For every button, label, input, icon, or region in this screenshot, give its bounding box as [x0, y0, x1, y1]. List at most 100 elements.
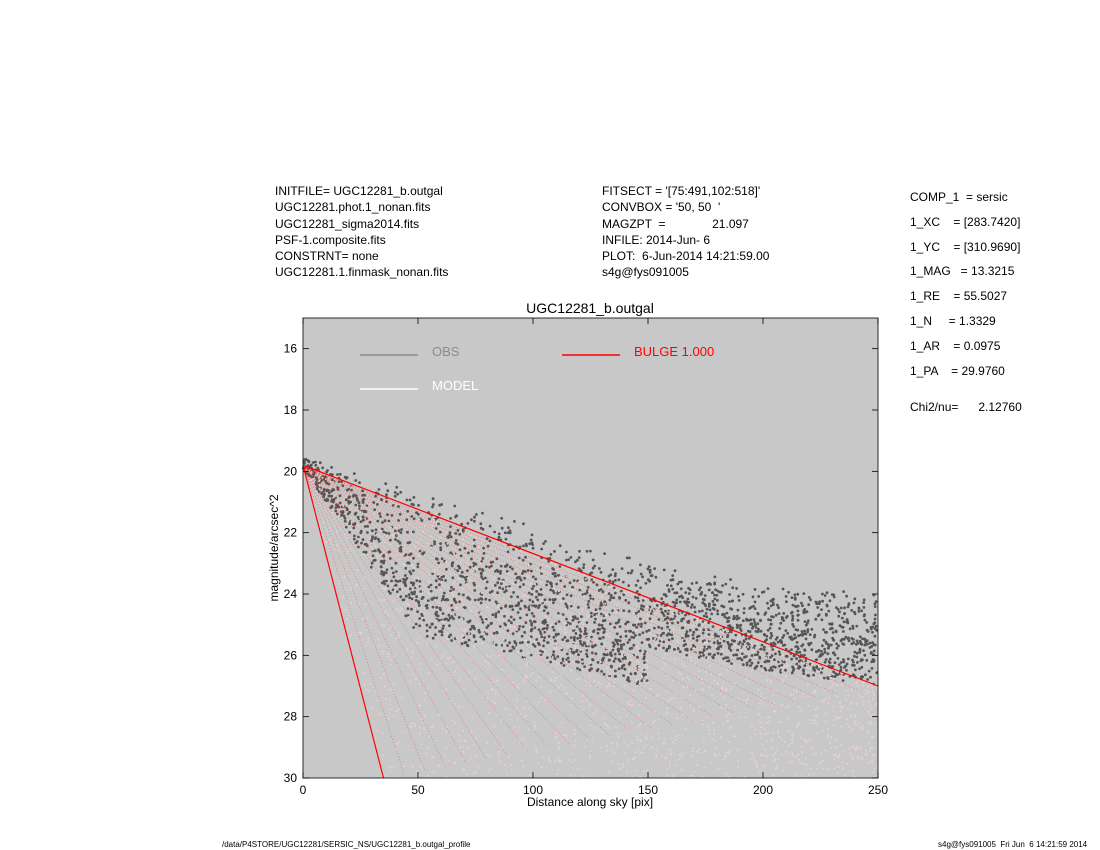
- obs-point: [434, 527, 438, 530]
- obs-point: [806, 628, 810, 631]
- obs-point: [600, 670, 603, 673]
- param-line-7: 1_PA = 29.9760: [910, 363, 1005, 378]
- obs-point: [748, 607, 752, 610]
- obs-point: [728, 600, 731, 603]
- obs-point: [616, 642, 620, 646]
- obs-point: [379, 515, 382, 518]
- bulge-track: [302, 465, 570, 744]
- model-point: [392, 600, 395, 603]
- obs-point: [499, 572, 502, 575]
- model-point: [816, 707, 819, 710]
- obs-point: [795, 641, 799, 644]
- model-point: [807, 695, 810, 698]
- model-point: [538, 634, 541, 637]
- model-point: [538, 608, 541, 611]
- model-point: [559, 674, 562, 677]
- model-point: [763, 764, 766, 767]
- obs-point: [529, 538, 533, 542]
- obs-point: [671, 600, 675, 604]
- obs-point: [408, 553, 411, 557]
- model-point: [377, 638, 380, 640]
- model-point: [783, 665, 786, 667]
- obs-point: [381, 521, 384, 524]
- obs-point: [662, 568, 666, 572]
- obs-point: [377, 548, 380, 552]
- model-point: [427, 592, 430, 595]
- obs-point: [514, 641, 518, 645]
- obs-point: [473, 627, 476, 631]
- obs-point: [825, 591, 829, 595]
- model-point: [811, 663, 814, 666]
- model-point: [743, 775, 746, 778]
- model-point: [550, 624, 553, 627]
- obs-point: [699, 586, 702, 589]
- obs-point: [851, 658, 854, 662]
- obs-point: [462, 593, 465, 597]
- model-point: [681, 638, 684, 641]
- model-point: [720, 735, 723, 738]
- obs-point: [872, 649, 876, 653]
- model-point: [485, 753, 488, 756]
- model-point: [523, 657, 526, 660]
- obs-point: [618, 652, 621, 656]
- model-point: [488, 655, 491, 658]
- model-point: [532, 671, 535, 674]
- obs-point: [855, 655, 859, 659]
- obs-point: [783, 660, 786, 664]
- model-point: [458, 577, 461, 580]
- model-point: [855, 749, 858, 752]
- obs-point: [404, 584, 408, 588]
- obs-point: [724, 656, 728, 660]
- model-point: [608, 673, 611, 676]
- model-point: [342, 595, 345, 598]
- model-point: [854, 715, 857, 718]
- obs-point: [508, 565, 512, 569]
- model-point: [450, 591, 453, 594]
- model-point: [774, 758, 777, 761]
- legend-label: BULGE 1.000: [634, 344, 714, 359]
- obs-point: [780, 616, 784, 619]
- obs-point: [506, 629, 510, 633]
- model-point: [851, 755, 854, 757]
- obs-point: [585, 655, 589, 658]
- model-point: [654, 710, 657, 713]
- obs-point: [594, 643, 597, 647]
- model-point: [345, 496, 348, 499]
- obs-point: [629, 672, 633, 676]
- model-point: [562, 668, 565, 670]
- obs-point: [571, 618, 575, 622]
- model-point: [475, 585, 478, 588]
- model-point: [812, 772, 815, 775]
- obs-point: [769, 636, 772, 640]
- model-point: [689, 718, 692, 721]
- model-point: [764, 732, 767, 735]
- obs-point: [632, 631, 635, 635]
- model-point: [613, 685, 616, 688]
- model-point: [642, 746, 645, 749]
- model-point: [679, 611, 682, 614]
- obs-point: [828, 599, 832, 603]
- model-point: [665, 756, 668, 759]
- model-point: [331, 511, 334, 514]
- model-point: [465, 627, 467, 630]
- obs-point: [500, 516, 504, 520]
- model-point: [438, 576, 441, 579]
- obs-point: [353, 534, 356, 538]
- obs-point: [645, 679, 649, 683]
- obs-point: [834, 629, 838, 633]
- obs-point: [736, 608, 740, 612]
- obs-point: [836, 608, 840, 611]
- model-point: [350, 588, 352, 591]
- y-tick-label: 20: [284, 464, 298, 478]
- obs-point: [700, 609, 704, 613]
- model-point: [851, 757, 854, 760]
- model-point: [639, 627, 642, 630]
- obs-point: [754, 626, 758, 629]
- obs-point: [666, 584, 669, 587]
- obs-point: [870, 645, 874, 648]
- obs-point: [405, 518, 409, 522]
- obs-point: [473, 598, 477, 602]
- obs-point: [406, 561, 410, 564]
- obs-point: [702, 649, 706, 652]
- obs-point: [387, 532, 391, 535]
